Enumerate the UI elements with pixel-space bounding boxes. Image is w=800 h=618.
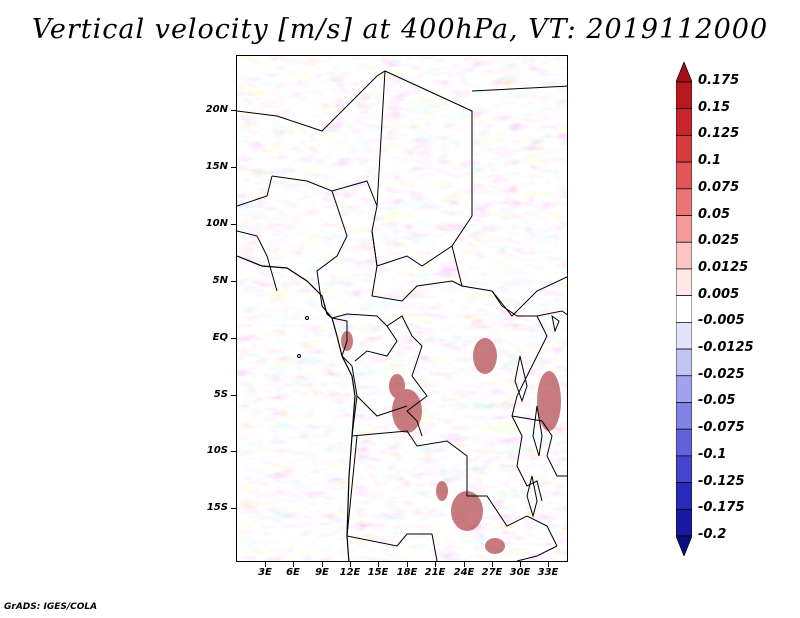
- lon-label-12e: 12E: [339, 567, 361, 578]
- lon-tick: [322, 562, 323, 567]
- colorbar-label: -0.2: [698, 527, 727, 542]
- colorbar-label: 0.175: [698, 73, 740, 88]
- colorbar-label: -0.125: [698, 473, 745, 489]
- lon-label-30e: 30E: [509, 567, 531, 578]
- colorbar-label: 0.125: [698, 126, 740, 142]
- colorbar-label: -0.025: [698, 366, 745, 382]
- colorbar-bottom-arrow: [676, 535, 692, 556]
- lat-tick: [231, 395, 236, 396]
- lat-label-15s: 15S: [206, 502, 228, 513]
- lon-label-33e: 33E: [537, 567, 559, 578]
- lat-label-5n: 5N: [212, 275, 228, 286]
- lat-tick: [231, 451, 236, 452]
- colorbar-label: -0.005: [698, 313, 745, 329]
- colorbar-label: -0.075: [698, 420, 745, 436]
- colorbar-label: 0.025: [698, 233, 740, 249]
- colorbar-label: -0.175: [698, 500, 745, 516]
- colorbar-segment: [676, 348, 692, 377]
- colorbar-segment: [676, 108, 692, 136]
- colorbar-segment: [676, 508, 692, 537]
- colorbar-segment: [676, 375, 692, 403]
- lon-tick: [407, 562, 408, 567]
- colorbar-label: 0.1: [698, 153, 722, 169]
- lon-label-15e: 15E: [367, 567, 389, 578]
- velocity-map: [236, 55, 568, 562]
- lon-label-6e: 6E: [286, 567, 300, 578]
- lon-label-18e: 18E: [396, 567, 418, 578]
- colorbar-segment: [676, 81, 692, 110]
- lon-label-3e: 3E: [258, 567, 272, 578]
- lon-tick: [464, 562, 465, 567]
- colorbar-segment: [676, 402, 692, 430]
- lat-label-eq: EQ: [212, 332, 228, 343]
- colorbar-label: 0.005: [698, 286, 740, 302]
- lat-label-10n: 10N: [205, 218, 228, 229]
- colorbar-label: -0.05: [698, 393, 736, 409]
- colorbar-segment: [676, 295, 692, 323]
- lon-tick: [350, 562, 351, 567]
- colorbar-label: -0.1: [698, 446, 727, 462]
- lat-tick: [231, 167, 236, 168]
- lon-tick: [435, 562, 436, 567]
- lon-label-24e: 24E: [453, 567, 475, 578]
- lon-tick: [492, 562, 493, 567]
- colorbar-segment: [676, 161, 692, 190]
- colorbar-segment: [676, 482, 692, 510]
- lat-label-15n: 15N: [205, 161, 228, 172]
- colorbar-label: 0.0125: [698, 259, 749, 275]
- colorbar-label: 0.075: [698, 179, 740, 195]
- lon-label-27e: 27E: [481, 567, 503, 578]
- colorbar-segment: [676, 428, 692, 457]
- lat-tick: [231, 281, 236, 282]
- footer-credit: GrADS: IGES/COLA: [4, 602, 98, 612]
- colorbar-segment: [676, 268, 692, 296]
- colorbar-segment: [676, 455, 692, 483]
- lat-label-20n: 20N: [205, 104, 228, 115]
- lon-tick: [265, 562, 266, 567]
- lat-label-5s: 5S: [213, 389, 228, 400]
- lat-tick: [231, 110, 236, 111]
- colorbar-segment: [676, 215, 692, 243]
- map-title: Vertical velocity [m/s] at 400hPa, VT: 2…: [31, 14, 769, 45]
- lat-tick: [231, 508, 236, 509]
- country-borders: [237, 70, 567, 561]
- lon-label-21e: 21E: [424, 567, 446, 578]
- colorbar-label: -0.0125: [698, 340, 754, 356]
- lon-tick: [378, 562, 379, 567]
- colorbar-segment: [676, 241, 692, 270]
- lat-tick: [231, 224, 236, 225]
- lon-label-9e: 9E: [315, 567, 329, 578]
- lon-tick: [548, 562, 549, 567]
- lat-label-10s: 10S: [206, 445, 228, 456]
- colorbar-top-arrow: [676, 62, 692, 83]
- lat-tick: [231, 338, 236, 339]
- colorbar-label: 0.15: [698, 99, 731, 115]
- colorbar: [676, 62, 692, 556]
- colorbar-segment: [676, 322, 692, 350]
- lon-tick: [520, 562, 521, 567]
- velocity-field-detail: [237, 56, 567, 561]
- colorbar-segment: [676, 188, 692, 216]
- lon-tick: [293, 562, 294, 567]
- colorbar-label: 0.05: [698, 206, 731, 222]
- map-svg: [237, 56, 567, 561]
- colorbar-segment: [676, 135, 692, 163]
